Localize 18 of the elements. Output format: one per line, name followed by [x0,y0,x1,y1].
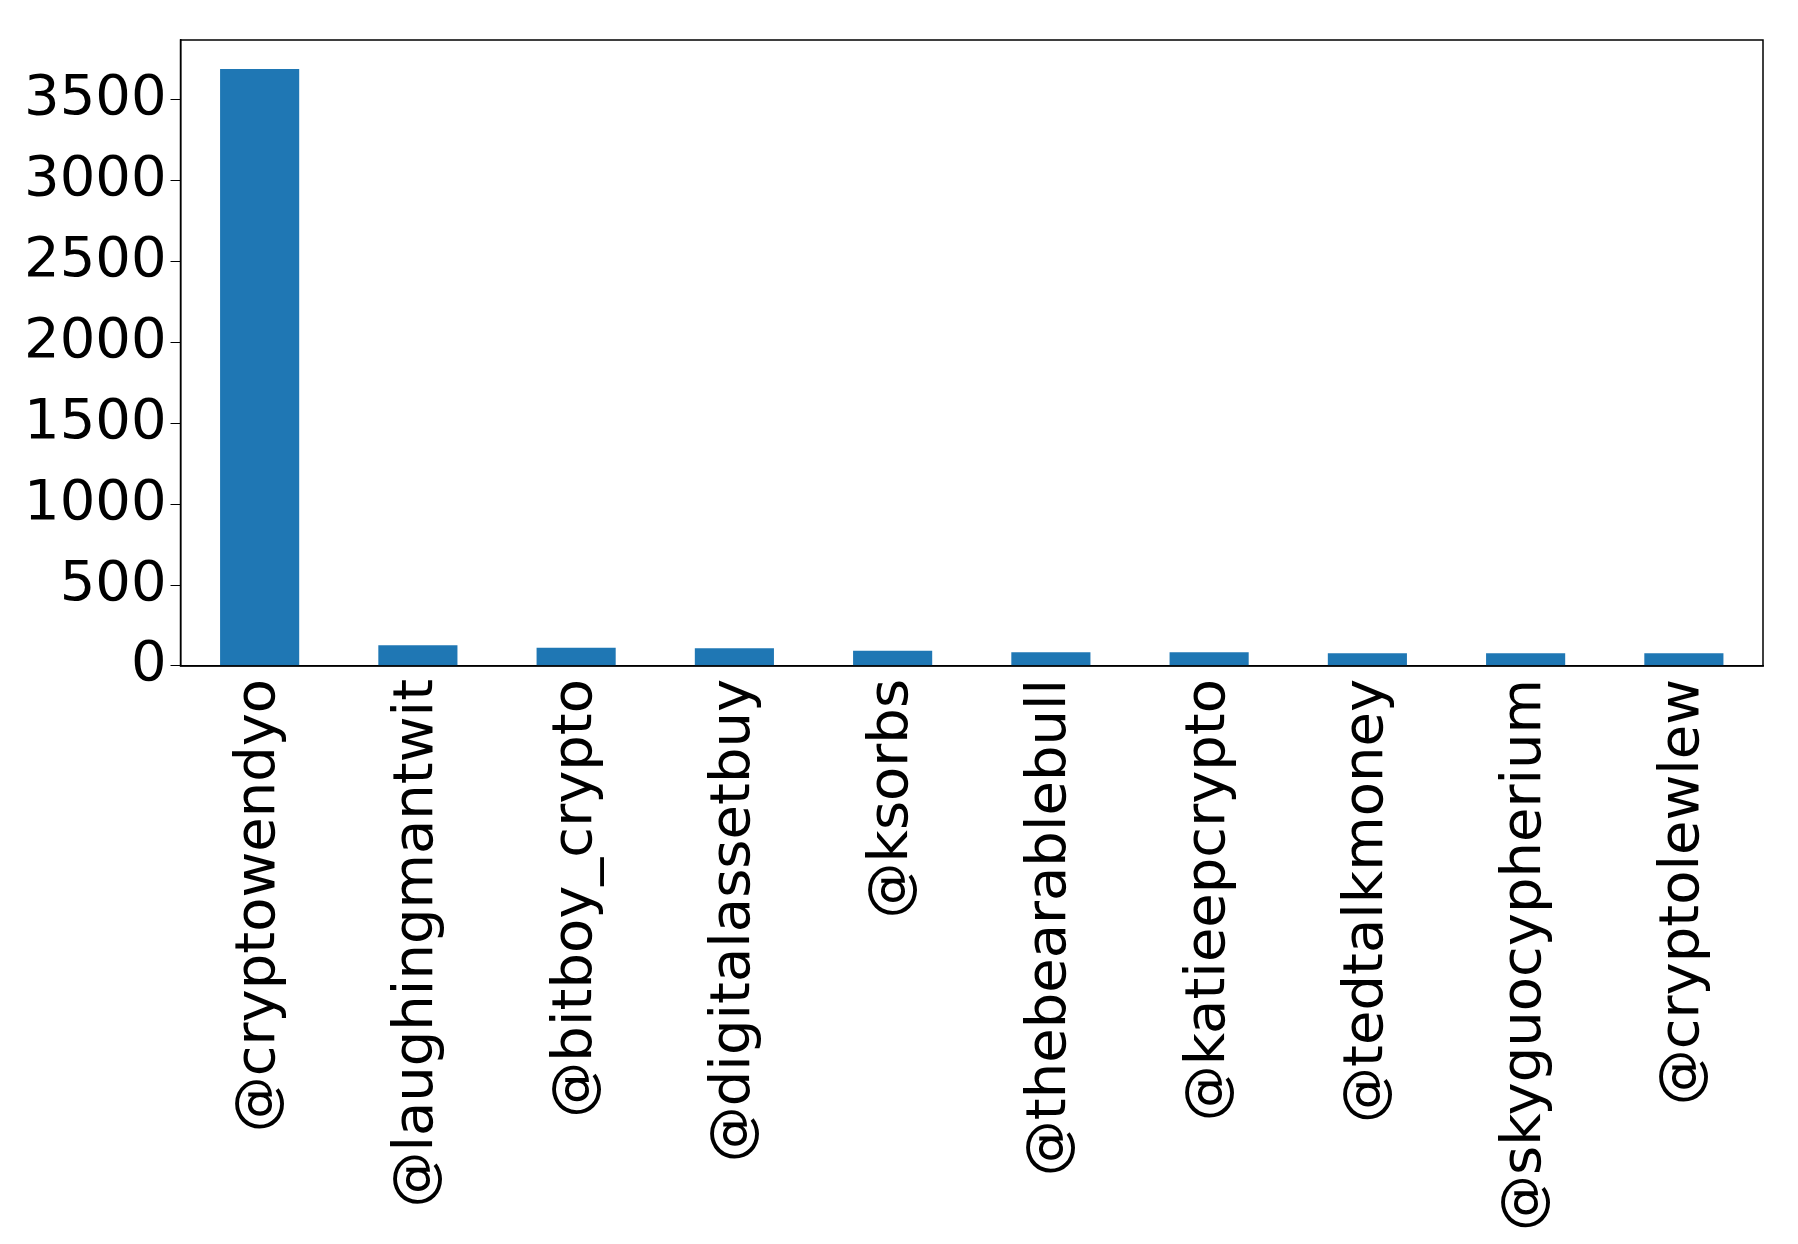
y-tick-label: 0 [130,628,167,694]
x-tick-label: @katieepcrypto [1171,678,1237,1122]
y-tick-label: 2000 [24,304,167,370]
x-tick-label: @thebearablebull [1013,678,1079,1177]
x-tick-label: @skyguocypherium [1488,678,1554,1232]
y-tick-label: 500 [59,547,167,613]
y-tick-label: 1000 [24,466,167,532]
x-tick-label: @cryptolewlew [1646,678,1712,1106]
x-tick-label: @tedtalkmoney [1329,678,1395,1124]
x-tick-label: @bitboy_crypto [538,678,604,1118]
y-tick-label: 3000 [24,143,167,209]
y-tick-label: 1500 [24,385,167,451]
x-tick-label: @laughingmantwit [380,678,446,1208]
x-tick-label: @digitalassetbuy [696,678,762,1163]
x-tick-label: @ksorbs [855,678,921,919]
x-tick-label: @cryptowendyo [222,678,288,1133]
y-tick-label: 2500 [24,224,167,290]
y-tick-label: 3500 [24,62,167,128]
